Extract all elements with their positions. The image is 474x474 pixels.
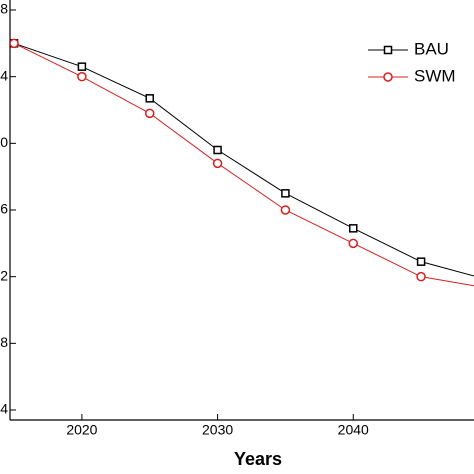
marker	[348, 238, 359, 249]
series-line	[13, 42, 474, 287]
y-tick-label: 8	[0, 1, 8, 17]
legend-label: BAU	[414, 39, 449, 58]
y-tick-label: 8	[0, 334, 8, 350]
marker	[280, 205, 291, 215]
marker	[416, 271, 426, 282]
marker	[77, 71, 87, 82]
y-tick-label: 2	[0, 267, 8, 283]
marker	[212, 158, 223, 169]
x-tick-label: 2020	[66, 422, 97, 438]
marker	[213, 145, 222, 155]
marker	[416, 257, 426, 266]
series-line	[13, 42, 474, 277]
y-tick-label: 6	[0, 201, 8, 217]
x-tick-label: 2040	[338, 422, 369, 438]
marker	[281, 189, 290, 198]
marker	[349, 224, 358, 233]
legend-marker	[383, 72, 393, 82]
marker	[145, 94, 154, 103]
legend-marker	[383, 45, 393, 55]
y-tick-label: 4	[0, 67, 8, 83]
y-tick-label: 0	[0, 134, 8, 150]
legend-label: SWM	[414, 66, 456, 85]
marker	[77, 62, 87, 71]
marker	[144, 108, 155, 119]
marker	[10, 38, 19, 49]
x-axis-label: Years	[234, 449, 282, 469]
y-tick-label: 4	[0, 401, 8, 417]
plot-area	[10, 38, 474, 287]
x-tick-label: 2030	[202, 422, 233, 438]
